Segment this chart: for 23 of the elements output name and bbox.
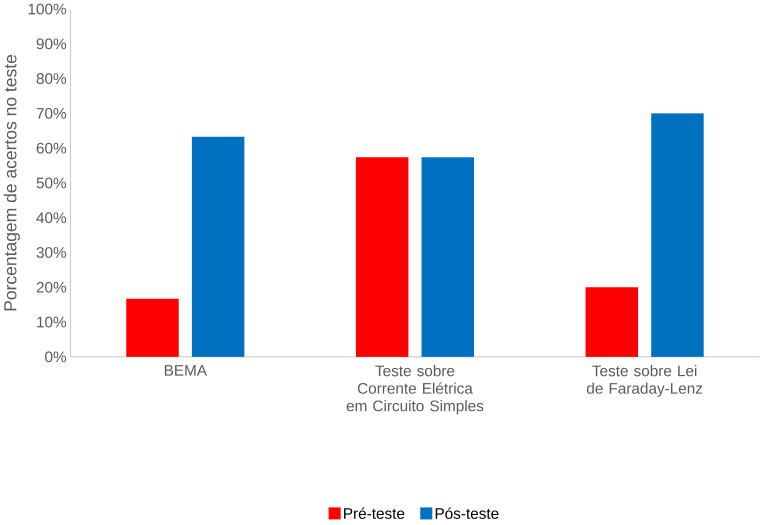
y-tick-label: 20% [36,282,66,293]
x-tick-label: Teste sobre Corrente Elétrica em Circuito Simples [346,365,484,414]
y-tick-label: 60% [36,142,66,154]
y-tick-label: 50% [36,178,66,188]
bar [651,114,704,357]
bar [586,287,638,357]
y-tick-label: 100% [28,4,66,15]
y-tick-label: 30% [36,247,66,258]
legend-label: Pós-teste [436,508,498,520]
x-tick-label: BEMA [164,365,207,376]
y-tick-label: 10% [37,316,66,328]
bar [356,157,408,357]
y-tick-label: 80% [36,73,66,84]
bar [126,298,179,357]
y-tick-label: 0% [45,352,66,362]
y-axis-title: Porcentagem de acertos no teste [4,54,20,310]
bar [192,136,244,357]
y-tick-label: 90% [36,38,66,50]
y-tick-label: 40% [36,212,66,224]
y-tick-label: 70% [36,108,66,119]
legend-label: Pré-teste [344,508,404,520]
bar [422,157,474,357]
x-tick-label: Teste sobre Lei de Faraday-Lenz [586,365,702,397]
